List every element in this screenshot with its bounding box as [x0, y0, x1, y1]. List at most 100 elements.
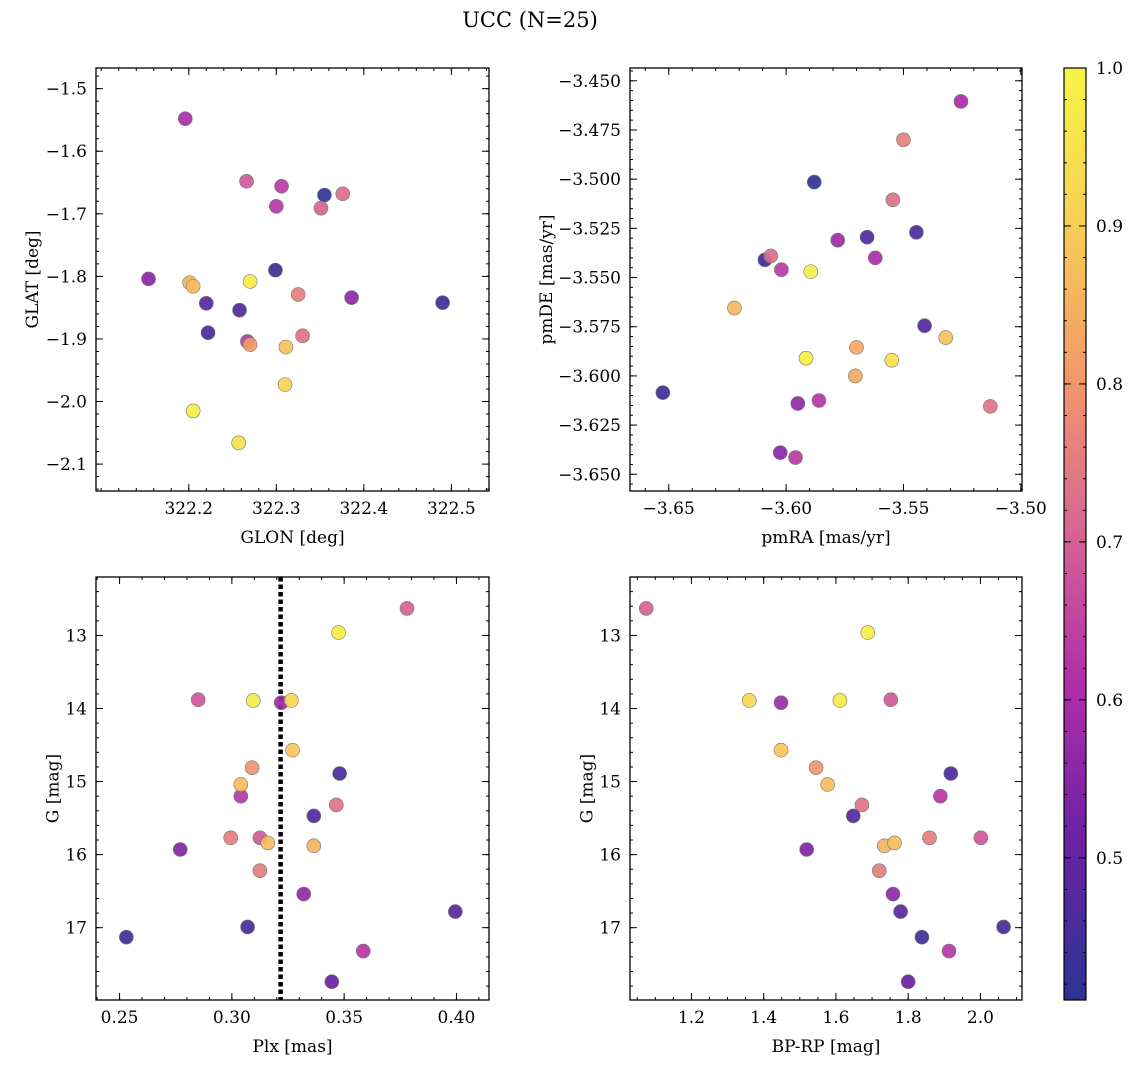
- y-tick-label: −3.550: [558, 269, 621, 289]
- scatter-point: [141, 271, 156, 287]
- scatter-point: [830, 232, 846, 248]
- y-tick-label: −3.575: [558, 318, 621, 338]
- scatter-point: [845, 808, 861, 824]
- scatter-point: [867, 250, 883, 266]
- scatter-point: [941, 943, 957, 959]
- scatter-points: [638, 601, 1011, 990]
- scatter-point: [242, 274, 258, 289]
- y-tick-label: 13: [599, 626, 621, 646]
- scatter-point: [773, 695, 789, 710]
- scatter-point: [655, 385, 671, 400]
- scatter-point: [269, 198, 284, 214]
- y-axis-label: GLAT [deg]: [23, 230, 43, 328]
- scatter-point: [943, 766, 959, 781]
- plot-frame: [95, 576, 490, 1001]
- scatter-points: [119, 601, 463, 990]
- scatter-point: [859, 229, 875, 245]
- scatter-point: [909, 224, 924, 240]
- panel-plx-g: 0.25 0.30 0.35 0.40 13 14 15 16 17 Plx [mas] G [ma…: [44, 576, 490, 1057]
- scatter-point: [917, 318, 932, 334]
- y-axis-label: G [mag]: [44, 754, 64, 823]
- scatter-point: [884, 352, 900, 368]
- panel-bprp-g: 1.2 1.4 1.6 1.8 2.0 13 14 15 16 17 BP-RP [mag] G [m…: [578, 576, 1023, 1057]
- scatter-point: [885, 886, 901, 902]
- scatter-point: [223, 830, 239, 846]
- x-tick-label: −3.60: [760, 499, 812, 519]
- scatter-point: [328, 797, 344, 813]
- plot-frame: [95, 67, 490, 492]
- scatter-point: [811, 393, 827, 408]
- colorbar-tick-label: 0.8: [1096, 375, 1123, 395]
- plot-frame: [629, 67, 1023, 492]
- colorbar: 0.5 0.6 0.7 0.8 0.9 1.0: [1063, 59, 1123, 1001]
- scatter-point: [278, 339, 294, 355]
- scatter-point: [820, 777, 835, 792]
- colorbar-ticks: 0.5 0.6 0.7 0.8 0.9 1.0: [1064, 59, 1123, 985]
- scatter-point: [296, 886, 312, 902]
- x-tick-label: 1.2: [678, 1008, 705, 1028]
- y-tick-label: 16: [599, 846, 621, 866]
- axis-ticks: [630, 68, 1022, 491]
- scatter-point: [324, 974, 340, 990]
- y-tick-label: 15: [599, 773, 621, 793]
- y-tick-label: −3.475: [558, 121, 621, 141]
- scatter-point: [233, 777, 249, 792]
- y-tick-label: −1.9: [46, 330, 87, 350]
- x-tick-label: 322.2: [164, 499, 213, 519]
- scatter-point: [973, 830, 989, 846]
- scatter-point: [245, 693, 261, 708]
- y-tick-label: 15: [65, 773, 87, 793]
- scatter-point: [274, 178, 289, 194]
- chart-title: UCC (N=25): [462, 8, 598, 32]
- scatter-point: [773, 742, 789, 758]
- scatter-point: [914, 929, 930, 945]
- scatter-point: [808, 760, 824, 775]
- x-tick-label: 1.4: [750, 1008, 777, 1028]
- x-axis-label: BP-RP [mag]: [772, 1037, 881, 1057]
- scatter-point: [638, 601, 654, 616]
- panel-pmra-pmde: −3.65 −3.60 −3.55 −3.50 −3.650 −3.625 −3.600 −3…: [537, 67, 1047, 548]
- x-axis-label: GLON [deg]: [240, 528, 344, 548]
- scatter-point: [938, 330, 954, 345]
- x-tick-label: 322.4: [339, 499, 388, 519]
- y-tick-label: 14: [65, 700, 87, 720]
- colorbar-tick-label: 0.9: [1096, 217, 1123, 237]
- scatter-point: [854, 797, 870, 813]
- scatter-point: [900, 974, 916, 990]
- y-tick-label: 14: [599, 700, 621, 720]
- scatter-point: [242, 337, 258, 352]
- scatter-point: [317, 187, 332, 203]
- scatter-point: [788, 450, 803, 465]
- scatter-point: [871, 863, 887, 878]
- scatter-point: [996, 919, 1011, 935]
- scatter-point: [355, 943, 371, 959]
- scatter-point: [295, 328, 310, 344]
- y-tick-label: −3.600: [558, 367, 621, 387]
- scatter-point: [239, 173, 254, 189]
- scatter-point: [244, 760, 260, 775]
- colorbar-gradient: [1063, 67, 1087, 1001]
- scatter-point: [790, 396, 806, 411]
- scatter-point: [177, 111, 193, 126]
- x-tick-label: −3.50: [995, 499, 1047, 519]
- x-tick-label: 0.35: [325, 1008, 363, 1028]
- y-axis-label: pmDE [mas/yr]: [537, 214, 557, 344]
- x-tick-label: 1.6: [822, 1008, 849, 1028]
- plot-frame: [629, 576, 1023, 1001]
- scatter-point: [860, 625, 876, 640]
- scatter-point: [896, 132, 911, 148]
- panel-glon-glat: 322.2 322.3 322.4 322.5 −2.1 −2.0 −1.9 −1.8 −1.7…: [23, 67, 490, 548]
- scatter-point: [922, 830, 937, 846]
- x-tick-label: 322.5: [427, 499, 476, 519]
- scatter-point: [741, 693, 757, 708]
- y-tick-label: 17: [65, 919, 87, 939]
- scatter-points: [141, 111, 450, 451]
- scatter-point: [983, 399, 998, 414]
- y-tick-label: −3.650: [558, 465, 621, 485]
- y-tick-label: 13: [65, 626, 87, 646]
- scatter-point: [893, 904, 908, 919]
- x-tick-label: 322.3: [252, 499, 301, 519]
- scatter-point: [290, 287, 306, 302]
- colorbar-tick-label: 1.0: [1096, 59, 1123, 79]
